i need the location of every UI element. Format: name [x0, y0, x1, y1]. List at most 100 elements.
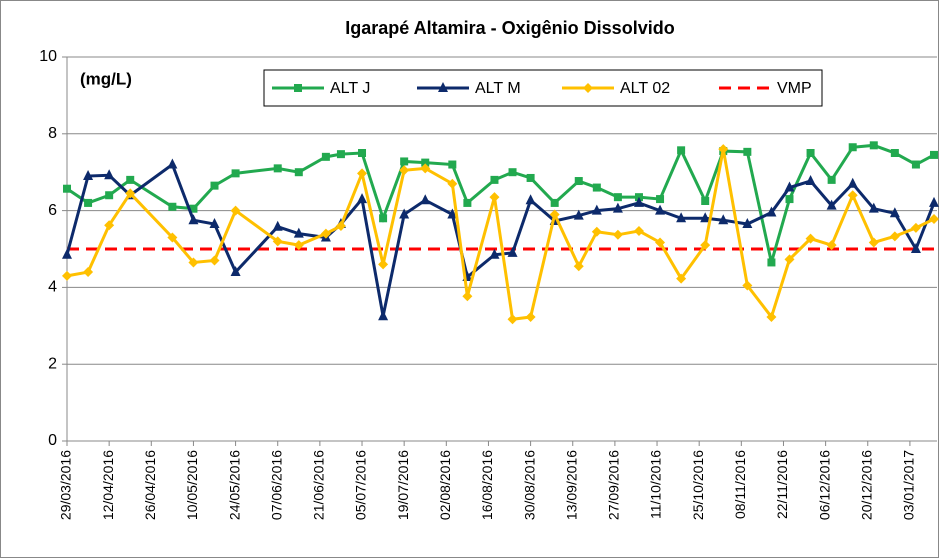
marker — [549, 209, 560, 220]
marker — [438, 82, 448, 92]
x-tick-label: 20/12/2016 — [858, 450, 874, 520]
marker — [507, 314, 518, 325]
marker — [357, 168, 368, 179]
x-tick-label: 03/01/2017 — [901, 450, 917, 520]
marker — [889, 207, 900, 218]
series — [62, 158, 939, 321]
marker — [718, 214, 729, 225]
marker — [336, 150, 345, 159]
x-tick-label: 13/09/2016 — [563, 450, 579, 520]
marker — [766, 311, 777, 322]
marker — [294, 84, 302, 92]
marker — [210, 181, 219, 190]
marker — [104, 169, 115, 180]
marker — [379, 214, 388, 223]
y-tick-label: 8 — [48, 125, 57, 142]
x-tick-label: 08/11/2016 — [732, 450, 748, 519]
marker — [847, 177, 858, 188]
marker — [105, 191, 114, 200]
marker — [676, 212, 687, 223]
marker — [420, 163, 431, 174]
marker — [847, 190, 858, 201]
marker — [826, 199, 837, 210]
marker — [489, 192, 500, 203]
x-tick-label: 02/08/2016 — [437, 450, 453, 520]
marker — [655, 204, 666, 215]
marker — [272, 236, 283, 247]
marker — [633, 196, 644, 207]
marker — [447, 178, 458, 189]
marker — [188, 214, 199, 225]
marker — [656, 195, 665, 204]
marker — [378, 310, 389, 321]
x-tick-label: 16/08/2016 — [479, 450, 495, 520]
marker — [399, 208, 410, 219]
marker — [574, 177, 583, 186]
marker — [62, 270, 72, 281]
marker — [126, 175, 135, 184]
legend-label: ALT M — [475, 80, 521, 97]
marker — [612, 202, 623, 213]
marker — [742, 218, 753, 229]
marker — [550, 198, 559, 207]
legend-label: VMP — [777, 80, 812, 97]
marker — [293, 240, 304, 251]
marker — [676, 273, 687, 284]
x-tick-label: 07/06/2016 — [268, 450, 284, 520]
marker — [230, 266, 241, 277]
marker — [929, 150, 938, 159]
marker — [378, 259, 389, 270]
marker — [400, 157, 409, 166]
marker — [320, 228, 331, 239]
marker — [230, 205, 241, 216]
marker — [209, 218, 220, 229]
marker — [507, 246, 518, 257]
series — [63, 141, 938, 267]
marker — [335, 220, 346, 231]
x-tick-label: 30/08/2016 — [521, 450, 537, 520]
marker — [294, 168, 303, 177]
marker — [591, 204, 602, 215]
marker — [573, 261, 584, 272]
marker — [399, 165, 410, 176]
marker — [490, 175, 499, 184]
x-tick-label: 06/12/2016 — [816, 450, 832, 520]
unit-annotation: (mg/L) — [80, 69, 132, 88]
marker — [784, 181, 795, 192]
marker — [62, 248, 72, 259]
marker — [209, 255, 220, 266]
marker — [910, 243, 921, 253]
marker — [168, 202, 177, 211]
x-tick-label: 21/06/2016 — [311, 450, 327, 520]
marker — [357, 193, 368, 204]
marker — [785, 195, 794, 204]
marker — [591, 226, 602, 237]
marker — [420, 194, 431, 205]
x-tick-label: 29/03/2016 — [58, 450, 74, 520]
marker — [718, 144, 729, 155]
marker — [83, 170, 94, 181]
x-tick-label: 12/04/2016 — [100, 450, 116, 520]
line — [66, 148, 935, 321]
marker — [525, 194, 536, 205]
y-tick-label: 6 — [48, 202, 57, 219]
x-tick-label: 11/10/2016 — [648, 450, 664, 519]
marker — [583, 83, 593, 93]
y-tick-label: 4 — [48, 279, 57, 296]
y-tick-label: 0 — [48, 432, 57, 449]
x-tick-label: 25/10/2016 — [690, 450, 706, 520]
marker — [83, 267, 94, 278]
marker — [526, 173, 535, 182]
marker — [125, 188, 136, 199]
marker — [700, 212, 711, 223]
x-tick-label: 22/11/2016 — [774, 450, 790, 519]
marker — [805, 233, 816, 244]
marker — [928, 214, 939, 225]
marker — [613, 193, 622, 202]
marker — [910, 222, 921, 233]
marker — [655, 237, 666, 248]
x-tick-label: 27/09/2016 — [606, 450, 622, 520]
marker — [592, 183, 601, 192]
marker — [700, 240, 711, 251]
